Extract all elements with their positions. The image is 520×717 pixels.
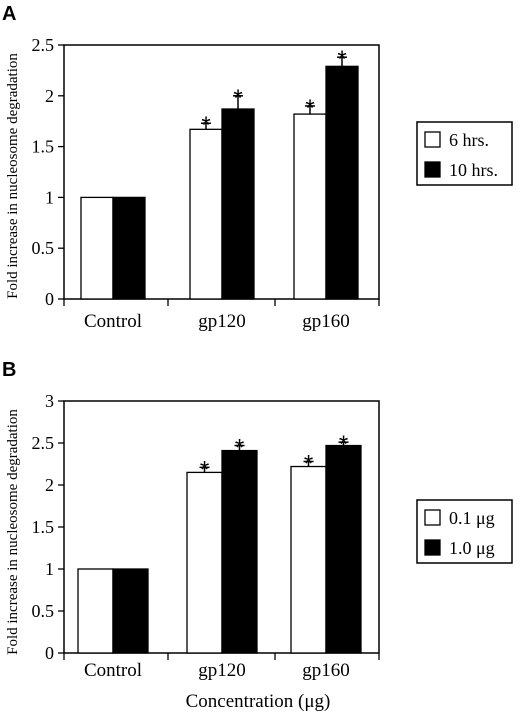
panel-a-chart: A Fold increase in nucleosome degradatio… [2, 3, 513, 332]
panel-b-legend-swatch-0-1ug [424, 509, 441, 526]
panel-a-legend-box [416, 121, 513, 186]
panel-b-significance-star-s0-c2: * [304, 450, 313, 477]
panel-a-y-ticks: 0 0.5 1 1.5 2 2.5 [32, 35, 64, 309]
panel-b-bar-s1-c1 [221, 449, 258, 654]
panel-a-y-tick-label-3: 1.5 [32, 137, 55, 157]
panel-b-significance-star-s1-c1: * [235, 435, 244, 462]
panel-b-category-label-2: gp160 [302, 660, 350, 681]
panel-b-y-tick-label-6: 3 [45, 391, 54, 411]
panel-a-category-label-0: Control [84, 311, 142, 332]
panel-a-y-tick-label-2: 1 [45, 187, 54, 207]
panel-a-legend-swatch-10hrs [424, 161, 441, 178]
panel-b-bar-s0-c0 [77, 568, 114, 654]
panel-b-significance-star-s0-c1: * [200, 456, 209, 483]
panel-a-y-tick-label-5: 2.5 [32, 35, 55, 55]
panel-b-legend-box [416, 499, 513, 564]
panel-a-letter: A [2, 3, 16, 25]
panel-b-y-tick-label-5: 2.5 [32, 433, 55, 453]
panel-b-bar-s1-c2 [325, 444, 362, 654]
panel-b-bar-s0-c2 [290, 465, 327, 654]
panel-a-y-axis-label: Fold increase in nucleosome degradation [5, 53, 21, 299]
panel-b-category-label-0: Control [84, 660, 142, 681]
panel-a-legend-swatch-6hrs [424, 131, 441, 148]
panel-a-significance-star-s0-c2: * [305, 95, 314, 122]
panel-b-significance-star-s1-c2: * [339, 431, 348, 458]
panel-a-bars: * * * * [80, 46, 359, 300]
panel-a-legend-label-6hrs: 6 hrs. [449, 130, 489, 150]
panel-b-y-tick-label-4: 2 [45, 475, 54, 495]
panel-a-bar-s0-c2 [293, 113, 327, 300]
panel-a-bar-s1-c0 [112, 196, 146, 300]
panel-b-category-labels: Control gp120 gp160 [63, 653, 380, 681]
panel-a-category-label-1: gp120 [198, 311, 246, 332]
panel-b-legend-label-0-1ug: 0.1 μg [449, 508, 495, 528]
panel-a-significance-star-s1-c1: * [233, 85, 242, 112]
panel-a-significance-star-s0-c1: * [201, 112, 210, 139]
panel-b-y-tick-label-2: 1 [45, 559, 54, 579]
panel-a-category-label-2: gp160 [302, 311, 350, 332]
panel-a-y-tick-label-4: 2 [45, 86, 54, 106]
panel-a-bar-s0-c0 [80, 196, 114, 300]
panel-b-legend-label-1-0ug: 1.0 μg [449, 538, 495, 558]
panel-a-y-tick-label-0: 0 [45, 289, 54, 309]
panel-b-letter: B [2, 359, 16, 381]
panel-b-y-tick-label-3: 1.5 [32, 517, 55, 537]
panel-b-bars: * * * * [77, 431, 362, 654]
panel-b-legend: 0.1 μg 1.0 μg [416, 499, 513, 564]
panel-b-y-ticks: 0 0.5 1 1.5 2 2.5 3 [32, 391, 64, 663]
panel-b-chart: B Fold increase in nucleosome degradatio… [2, 359, 513, 712]
panel-a-y-tick-label-1: 0.5 [32, 238, 55, 258]
panel-b-legend-swatch-1-0ug [424, 539, 441, 556]
panel-a-legend-label-10hrs: 10 hrs. [449, 160, 498, 180]
panel-a-legend: 6 hrs. 10 hrs. [416, 121, 513, 186]
panel-b-y-tick-label-1: 0.5 [32, 601, 55, 621]
panel-b-category-label-1: gp120 [198, 660, 246, 681]
panel-b-y-axis-label: Fold increase in nucleosome degradation [5, 409, 21, 655]
panel-a-bar-s1-c1 [221, 108, 255, 300]
x-axis-title: Concentration (μg) [186, 691, 331, 712]
panel-a-significance-star-s1-c2: * [337, 46, 346, 73]
panel-a-category-labels: Control gp120 gp160 [63, 299, 380, 332]
panel-a-bar-s1-c2 [325, 65, 359, 300]
panel-b-bar-s1-c0 [112, 568, 149, 654]
panel-a-bar-s0-c1 [189, 128, 223, 300]
panel-b-y-tick-label-0: 0 [45, 643, 54, 663]
panel-b-bar-s0-c1 [186, 471, 223, 654]
